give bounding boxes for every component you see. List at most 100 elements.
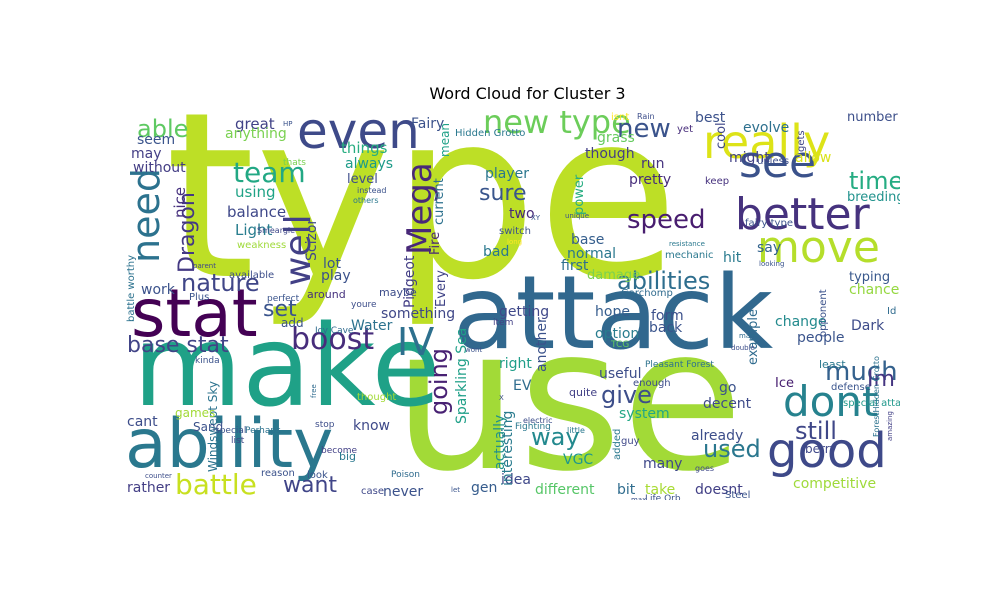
cloud-word-new: new: [617, 114, 671, 144]
cloud-word-grass: grass: [597, 130, 635, 146]
cloud-word-max: max: [631, 496, 647, 501]
cloud-word-add: add: [281, 316, 304, 330]
cloud-word-ev: EV: [513, 378, 532, 394]
cloud-word-best: best: [695, 111, 726, 126]
cloud-word-different: different: [535, 482, 595, 498]
cloud-word-hp: HP: [283, 120, 293, 128]
cloud-word-guy: guy: [621, 436, 640, 447]
cloud-word-bit: bit: [617, 482, 636, 498]
cloud-word-know: know: [353, 418, 390, 434]
cloud-word-see: see: [739, 137, 817, 188]
cloud-word-resistance: resistance: [669, 240, 705, 248]
cloud-word-water: Water: [351, 318, 393, 334]
cloud-word-able: able: [137, 115, 189, 143]
cloud-word-fairy-type: fairy type: [745, 218, 793, 229]
cloud-word-allow: allow: [795, 150, 832, 166]
cloud-word-still: still: [795, 417, 837, 445]
cloud-word-always: always: [345, 156, 394, 172]
cloud-word-anything: anything: [225, 126, 287, 142]
cloud-word-number: number: [847, 111, 898, 125]
cloud-word-speed: speed: [627, 205, 706, 235]
cloud-word-wont: wont: [465, 346, 483, 354]
cloud-word-long: long: [507, 238, 523, 246]
cloud-word-breeding: breeding: [847, 190, 900, 205]
cloud-word-little: little: [567, 426, 585, 435]
cloud-word-back: back: [649, 320, 683, 336]
cloud-word-rain: Rain: [637, 112, 655, 121]
cloud-word-smeargle: Smeargle: [257, 226, 296, 235]
cloud-word-interesting: interesting: [500, 410, 516, 486]
cloud-word-battle-worthy: battle worthy: [126, 254, 137, 322]
cloud-word-stat: stat: [131, 275, 258, 352]
cloud-word-enough: enough: [633, 378, 671, 389]
cloud-word-defense: defense: [831, 382, 871, 393]
cloud-word-abilities: abilities: [617, 267, 711, 295]
cloud-word-using: using: [235, 183, 276, 201]
cloud-word-stop: stop: [315, 420, 335, 430]
cloud-word-getting: getting: [499, 304, 550, 320]
cloud-word-added: added: [612, 428, 623, 460]
cloud-word-unless: unless: [757, 156, 790, 167]
cloud-word-special-attack: special attack: [843, 398, 900, 409]
cloud-word-sparkling-sea: Sparkling Sea: [454, 327, 470, 424]
cloud-word-typing: typing: [849, 270, 891, 285]
cloud-word-scizor: Scizor: [304, 218, 320, 261]
cloud-word-great: great: [235, 115, 275, 133]
cloud-word-without: without: [133, 160, 186, 176]
cloud-word-available: available: [229, 270, 275, 281]
cloud-word-hope: hope: [595, 304, 630, 320]
cloud-word-make: make: [133, 302, 441, 432]
cloud-word-looking: looking: [759, 260, 785, 268]
cloud-word-use: use: [393, 284, 744, 500]
cloud-word-might: might: [729, 150, 770, 166]
cloud-word-going: going: [425, 347, 453, 415]
cloud-word-pretty: pretty: [629, 172, 672, 188]
cloud-word-yet: yet: [677, 124, 693, 135]
cloud-word-fire: Fire: [428, 231, 443, 255]
cloud-word-seem: seem: [137, 132, 176, 148]
cloud-word-pleasant-forest: Pleasant Forest: [645, 360, 714, 370]
cloud-word-set: set: [263, 297, 297, 322]
cloud-word-im: Im: [867, 367, 895, 392]
cloud-word-already: already: [691, 428, 744, 444]
cloud-word-thats: thats: [283, 158, 306, 168]
cloud-word-nice: nice: [171, 186, 189, 218]
cloud-word-say: say: [757, 240, 782, 256]
cloud-word-unique: unique: [565, 212, 590, 220]
cloud-word-give: give: [601, 381, 652, 409]
cloud-word-want: want: [283, 473, 338, 498]
cloud-word-move: move: [757, 222, 880, 273]
cloud-word-base-stat: base stat: [127, 333, 229, 358]
cloud-word-double: double: [731, 344, 755, 352]
cloud-word-ability: ability: [125, 405, 334, 484]
cloud-word-amazing: amazing: [886, 411, 894, 441]
cloud-word-sand: Sand: [193, 420, 224, 434]
cloud-word-though: though: [585, 146, 635, 162]
cloud-word-keep: keep: [705, 176, 730, 187]
cloud-word-form: form: [651, 308, 684, 324]
cloud-word-good: good: [767, 423, 887, 479]
cloud-word-let: let: [451, 486, 460, 494]
cloud-word-berry: berry: [805, 442, 837, 456]
cloud-word-poison: Poison: [391, 470, 421, 480]
cloud-word-cool: cool: [714, 122, 729, 149]
cloud-word-people: people: [797, 330, 845, 346]
cloud-word-type: type: [165, 111, 679, 331]
cloud-word-competitive: competitive: [793, 476, 877, 492]
cloud-word-battle: battle: [175, 468, 257, 500]
cloud-word-mechanic: mechanic: [665, 250, 714, 261]
word-cloud: type use make attack ability stat even really be…: [125, 111, 900, 500]
cloud-word-least: least: [819, 358, 846, 371]
cloud-word-icy-cave: Icy Cave: [315, 326, 354, 336]
cloud-word-balance: balance: [227, 203, 287, 221]
cloud-word-fairy: Fairy: [411, 116, 445, 132]
cloud-word-new-type: new type: [483, 111, 631, 141]
cloud-word-weakness: weakness: [237, 240, 287, 251]
cloud-word-iv: IV: [397, 320, 435, 364]
cloud-word-things: things: [341, 139, 388, 157]
cloud-word-free: free: [310, 384, 318, 398]
cloud-word-decent: decent: [703, 396, 752, 412]
cloud-word-nature: nature: [181, 269, 260, 297]
cloud-word-two: two: [509, 206, 535, 222]
cloud-word-used: used: [703, 435, 761, 463]
